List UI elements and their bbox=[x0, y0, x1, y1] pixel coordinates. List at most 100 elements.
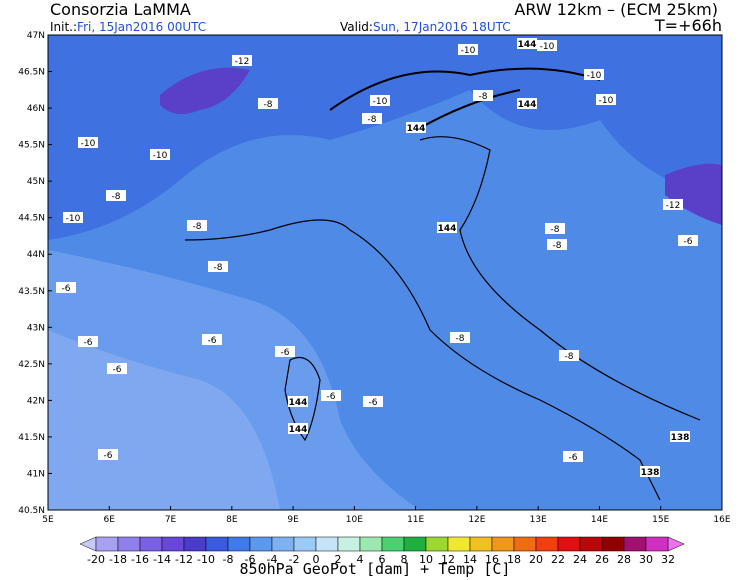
temp-label-box bbox=[78, 137, 98, 148]
lat-label: 47N bbox=[27, 31, 45, 41]
temp-label: -12 bbox=[235, 57, 250, 67]
colorbar-swatch bbox=[579, 536, 603, 552]
colorbar-label: 18 bbox=[507, 553, 521, 566]
geopot-label-box bbox=[288, 396, 308, 407]
colorbar-label: -18 bbox=[109, 553, 127, 566]
init-label: Init.: bbox=[50, 20, 77, 34]
temp-label: -6 bbox=[684, 237, 693, 247]
temp-label: -10 bbox=[153, 151, 168, 161]
coastline bbox=[184, 219, 661, 501]
temp-label-box bbox=[275, 346, 295, 357]
colorbar-label: 12 bbox=[441, 553, 455, 566]
field-coldest bbox=[160, 67, 250, 114]
temp-label-box bbox=[202, 334, 222, 345]
field-coldest bbox=[665, 163, 722, 225]
temp-label: -8 bbox=[565, 352, 574, 362]
temp-label-box bbox=[78, 336, 98, 347]
temp-label-box bbox=[232, 55, 252, 66]
colorbar-label: 0 bbox=[313, 553, 320, 566]
temp-label: -8 bbox=[112, 192, 121, 202]
geopotential-contour bbox=[329, 67, 601, 129]
colorbar-label: -20 bbox=[87, 553, 105, 566]
geopot-label: 144 bbox=[407, 124, 426, 134]
colorbar-label: 10 bbox=[419, 553, 433, 566]
lat-label: 44N bbox=[27, 250, 45, 260]
temp-label-box bbox=[663, 199, 683, 210]
geopot-label-box bbox=[437, 222, 457, 233]
colorbar-swatch bbox=[601, 536, 625, 552]
temp-label-box bbox=[559, 350, 579, 361]
colorbar-swatch bbox=[249, 536, 273, 552]
init-time: Fri, 15Jan2016 00UTC bbox=[77, 20, 206, 34]
geopot-label-box bbox=[670, 431, 690, 442]
colorbar-label: -10 bbox=[197, 553, 215, 566]
temp-label: -10 bbox=[81, 139, 96, 149]
lon-label: 15E bbox=[652, 515, 669, 525]
temp-label: -8 bbox=[456, 334, 465, 344]
colorbar-swatch bbox=[425, 536, 449, 552]
colorbar-over bbox=[667, 536, 685, 552]
geopot-label: 144 bbox=[438, 224, 457, 234]
lon-label: 10E bbox=[346, 515, 363, 525]
colorbar-label: 28 bbox=[617, 553, 631, 566]
lat-label: 45.5N bbox=[18, 141, 45, 151]
temp-label-box bbox=[363, 396, 383, 407]
colorbar-under bbox=[79, 536, 97, 552]
lat-label: 41N bbox=[27, 469, 45, 479]
temp-label-box bbox=[208, 261, 228, 272]
lat-label: 46N bbox=[27, 104, 45, 114]
temp-label: -10 bbox=[540, 42, 555, 52]
lon-label: 5E bbox=[42, 515, 54, 525]
temp-label-box bbox=[678, 235, 698, 246]
init: Init.:Fri, 15Jan2016 00UTC bbox=[50, 20, 206, 34]
valid-label: Valid: bbox=[340, 20, 373, 34]
colorbar-swatch bbox=[227, 536, 251, 552]
colorbar-swatch bbox=[117, 536, 141, 552]
temp-label-box bbox=[450, 332, 470, 343]
colorbar-label: 8 bbox=[401, 553, 408, 566]
temp-label-box bbox=[63, 212, 83, 223]
lat-label: 42.5N bbox=[18, 360, 45, 370]
map-frame bbox=[47, 34, 723, 511]
temp-label: -6 bbox=[281, 348, 290, 358]
colorbar-swatch bbox=[95, 536, 119, 552]
colorbar-swatch bbox=[557, 536, 581, 552]
colorbar-label: 6 bbox=[379, 553, 386, 566]
lon-label: 7E bbox=[165, 515, 177, 525]
temp-label: -6 bbox=[327, 392, 336, 402]
colorbar-label: 4 bbox=[357, 553, 364, 566]
geopot-label-box bbox=[640, 466, 660, 477]
geopot-label-box bbox=[517, 98, 537, 109]
temp-label-box bbox=[563, 451, 583, 462]
colorbar-label: -2 bbox=[289, 553, 300, 566]
temp-label: -6 bbox=[369, 398, 378, 408]
colorbar-label: -8 bbox=[223, 553, 234, 566]
lon-label: 8E bbox=[226, 515, 238, 525]
colorbar-label: 20 bbox=[529, 553, 543, 566]
temp-label: -8 bbox=[553, 241, 562, 251]
colorbar-label: -6 bbox=[245, 553, 256, 566]
temp-label: -10 bbox=[373, 97, 388, 107]
colorbar-label: 30 bbox=[639, 553, 653, 566]
colorbar-label: 24 bbox=[573, 553, 587, 566]
temp-label: -6 bbox=[113, 365, 122, 375]
colorbar-swatch bbox=[183, 536, 207, 552]
temp-label-box bbox=[545, 223, 565, 234]
valid-time: Sun, 17Jan2016 18UTC bbox=[373, 20, 511, 34]
lon-label: 13E bbox=[530, 515, 547, 525]
temp-label: -8 bbox=[368, 115, 377, 125]
colorbar-swatch bbox=[271, 536, 295, 552]
lat-label: 41.5N bbox=[18, 433, 45, 443]
colorbar-swatch bbox=[513, 536, 537, 552]
temp-label: -12 bbox=[666, 201, 681, 211]
geopot-label: 144 bbox=[289, 398, 308, 408]
lat-label: 44.5N bbox=[18, 214, 45, 224]
colorbar-swatch bbox=[359, 536, 383, 552]
temp-label-box bbox=[362, 113, 382, 124]
coastline bbox=[419, 136, 701, 421]
colorbar-swatch bbox=[205, 536, 229, 552]
temp-label: -10 bbox=[599, 96, 614, 106]
colorbar-swatch bbox=[315, 536, 339, 552]
lon-label: 9E bbox=[287, 515, 299, 525]
temp-label-box bbox=[106, 190, 126, 201]
